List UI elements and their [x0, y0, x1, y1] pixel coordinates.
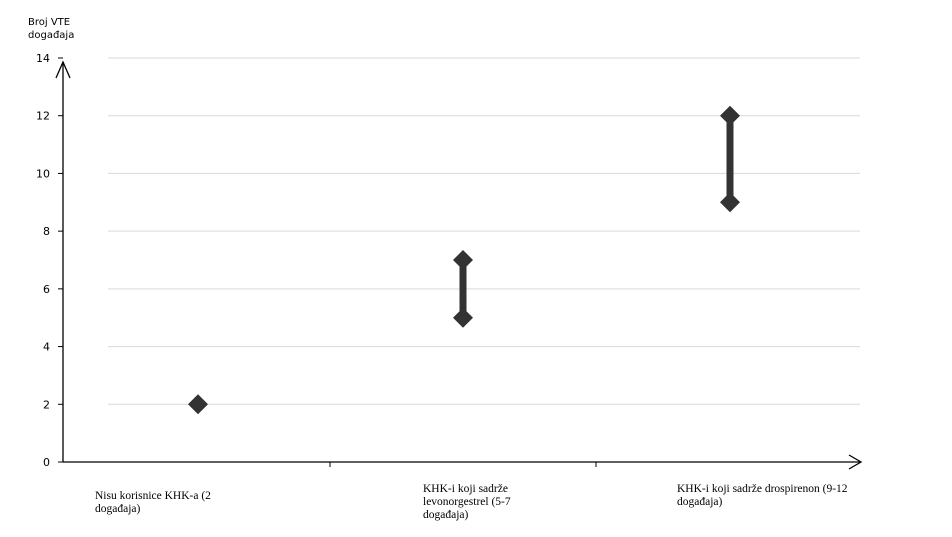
point-high-2 [453, 250, 473, 270]
y-axis-title-line-2: događaja [28, 30, 74, 41]
category-label-levonorgestrel: KHK-i koji sadrže levonorgestrel (5-7 do… [423, 483, 511, 521]
y-tick-label-8: 8 [43, 225, 50, 238]
category-label-drospirenone: KHK-i koji sadrže drospirenon (9-12 doga… [677, 483, 848, 508]
y-axis-title-line-1: Broj VTE [28, 17, 70, 28]
y-tick-label-10: 10 [36, 167, 50, 180]
data-marks [188, 105, 740, 415]
y-tick-label-4: 4 [43, 341, 50, 354]
y-tick-label-2: 2 [43, 398, 50, 411]
point-low-2 [453, 307, 473, 328]
category-label-non-users: Nisu korisnice KHK-a (2 događaja) [95, 490, 211, 515]
axes [55, 60, 863, 470]
y-ticks: 0 2 4 6 8 10 12 14 [36, 52, 63, 469]
point-1 [188, 394, 208, 415]
y-tick-label-0: 0 [43, 456, 50, 469]
gridlines [108, 57, 860, 405]
x-axis-arrow [848, 454, 863, 470]
point-low-3 [720, 192, 740, 213]
y-tick-label-12: 12 [36, 110, 50, 123]
y-axis-arrow [55, 60, 71, 79]
point-high-3 [720, 105, 740, 126]
x-ticks [329, 462, 597, 467]
y-tick-label-6: 6 [43, 283, 50, 296]
y-tick-label-14: 14 [36, 52, 50, 65]
